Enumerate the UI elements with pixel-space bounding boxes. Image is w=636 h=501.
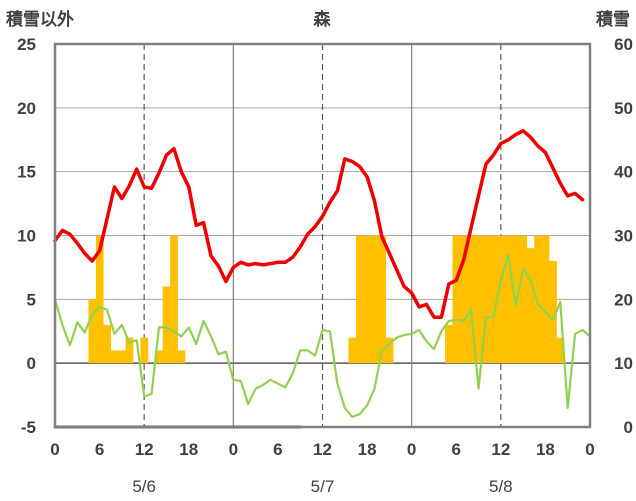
snow-bar [541, 235, 550, 364]
x-tick-label: 18 [358, 440, 377, 459]
snow-bar [452, 235, 461, 364]
snow-bar [162, 286, 171, 364]
snow-bar [110, 350, 119, 364]
snow-bar [445, 324, 453, 364]
snow-bar [95, 235, 104, 364]
snow-bar [118, 350, 126, 364]
left-tick-label: 25 [17, 35, 36, 54]
x-tick-label: 0 [585, 440, 594, 459]
x-tick-label: 18 [536, 440, 555, 459]
snow-bar [497, 235, 505, 364]
plot-frame [53, 42, 592, 429]
snow-bar [103, 324, 112, 364]
x-tick-label: 12 [135, 440, 154, 459]
right-tick-label: 20 [614, 290, 633, 309]
snow-bar [177, 350, 186, 364]
x-tick-label: 0 [50, 440, 59, 459]
date-label: 5/8 [489, 477, 513, 496]
x-tick-label: 12 [313, 440, 332, 459]
x-tick-label: 6 [95, 440, 104, 459]
x-tick-label: 12 [491, 440, 510, 459]
snow-bar [549, 261, 557, 364]
series-line [53, 129, 585, 319]
snow-bar [526, 248, 535, 364]
right-tick-label: 60 [614, 35, 633, 54]
tick-labels: -5 0 5 10 15 20 25 0 10 20 30 40 50 60 0 6 12 18 0 6 12 18 0 6 1… [17, 35, 633, 496]
snow-bar [482, 235, 490, 364]
snow-bar [348, 337, 357, 364]
snow-bar [140, 337, 149, 364]
left-tick-label: 20 [17, 99, 36, 118]
right-tick-label: 40 [614, 163, 633, 182]
series-line [53, 253, 592, 418]
snow-bar [519, 235, 528, 364]
date-label: 5/7 [311, 477, 335, 496]
snow-bar [534, 235, 543, 364]
date-label: 5/6 [132, 477, 156, 496]
chart-title: 森 [314, 9, 332, 29]
snow-bar [459, 235, 468, 364]
x-tick-label: 0 [229, 440, 238, 459]
snow-bar [155, 350, 164, 364]
snow-bar [385, 337, 394, 364]
left-tick-label: 10 [17, 227, 36, 246]
right-axis-label: 積雪 [596, 9, 630, 29]
snow-bar [88, 299, 97, 364]
snow-bar [355, 235, 364, 364]
x-tick-label: 6 [452, 440, 461, 459]
left-axis-label: 積雪以外 [6, 9, 74, 29]
snow-bar [378, 235, 386, 364]
snow-bar [504, 235, 513, 364]
snow-bar [467, 235, 476, 364]
snow-bar [363, 235, 372, 364]
x-tick-label: 18 [179, 440, 198, 459]
snow-bars [88, 235, 565, 364]
right-tick-label: 30 [614, 227, 633, 246]
right-tick-label: 50 [614, 99, 633, 118]
left-tick-label: 0 [27, 354, 36, 373]
snow-bar [474, 235, 483, 364]
left-tick-label: 5 [27, 290, 36, 309]
right-tick-label: 0 [624, 418, 633, 437]
left-tick-label: -5 [21, 418, 36, 437]
right-tick-label: 10 [614, 354, 633, 373]
left-tick-label: 15 [17, 163, 36, 182]
snow-bar [489, 235, 498, 364]
snow-bar [170, 235, 178, 364]
x-tick-label: 6 [273, 440, 282, 459]
snow-bar [556, 337, 565, 364]
x-tick-label: 0 [407, 440, 416, 459]
snow-bar [370, 235, 379, 364]
snow-bar [125, 337, 134, 364]
